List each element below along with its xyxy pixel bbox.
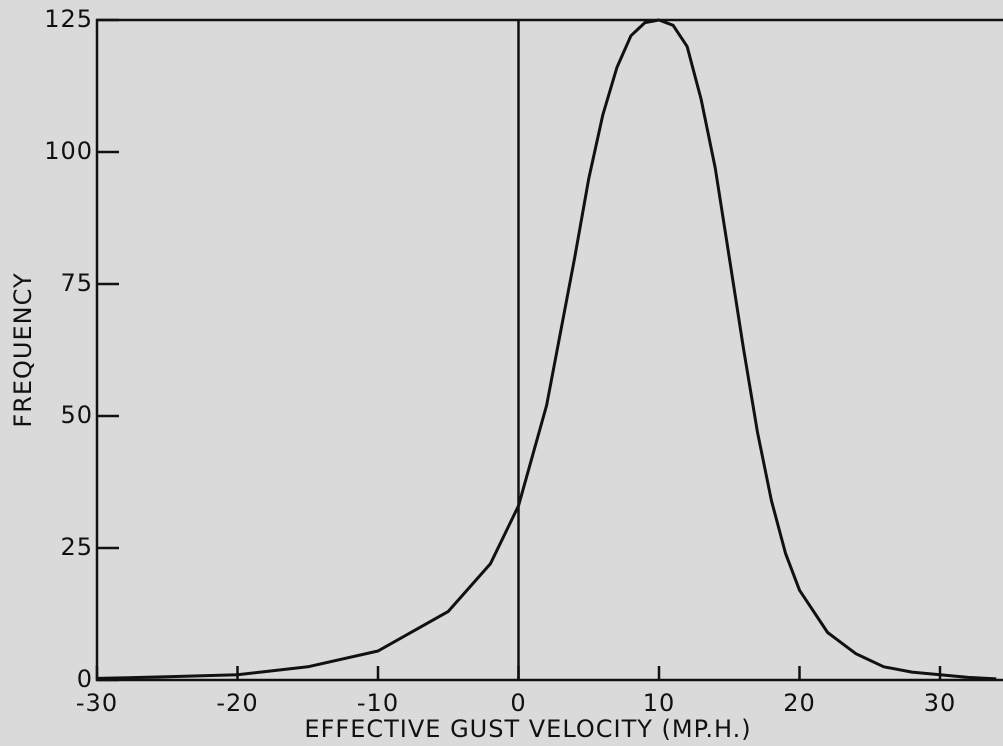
x-tick-label: 30 xyxy=(924,689,957,717)
y-tick-label: 0 xyxy=(77,665,93,693)
x-tick-label: 10 xyxy=(643,689,676,717)
y-tick-label: 75 xyxy=(60,269,93,297)
x-tick-label: -30 xyxy=(76,689,118,717)
curve xyxy=(96,18,997,681)
y-tick-label: 125 xyxy=(44,5,93,33)
x-tick-label: 20 xyxy=(783,689,816,717)
y-tick-label: 25 xyxy=(60,533,93,561)
x-tick-label: -20 xyxy=(216,689,258,717)
y-tick-label: 50 xyxy=(60,401,93,429)
x-tick-label: -10 xyxy=(357,689,399,717)
y-tick-label: 100 xyxy=(44,137,93,165)
axes xyxy=(95,18,1003,682)
x-axis-label: EFFECTIVE GUST VELOCITY (MP.H.) xyxy=(304,715,751,743)
x-tick-label: 0 xyxy=(510,689,526,717)
y-axis-label: FREQUENCY xyxy=(9,272,37,427)
